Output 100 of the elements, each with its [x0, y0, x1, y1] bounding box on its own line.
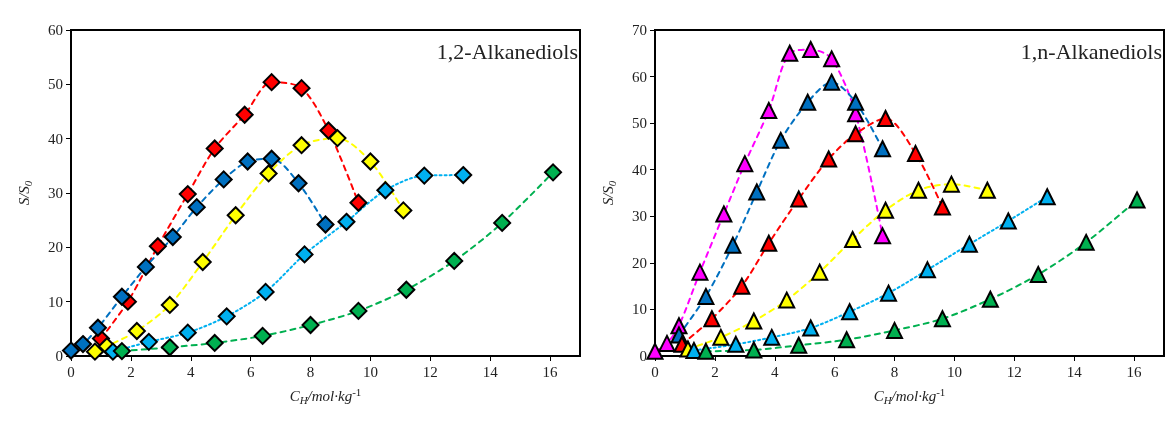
point: [319, 121, 338, 140]
x-tick-label: 12: [1006, 363, 1022, 380]
point: [1128, 191, 1146, 209]
point: [658, 334, 676, 352]
point: [193, 253, 212, 271]
point: [844, 231, 862, 249]
point: [163, 228, 182, 247]
point: [778, 291, 796, 309]
point: [847, 93, 865, 111]
point: [760, 234, 778, 252]
point: [646, 342, 664, 360]
point: [745, 312, 763, 330]
point: [880, 284, 898, 302]
point: [691, 263, 709, 281]
y-tick-label: 50: [632, 115, 647, 132]
point: [139, 332, 158, 351]
point: [703, 310, 721, 328]
point: [748, 183, 766, 201]
point: [238, 152, 257, 171]
point: [745, 341, 763, 359]
y-tick-label: 50: [48, 76, 63, 93]
point: [295, 245, 314, 264]
point: [259, 164, 278, 183]
point: [262, 149, 281, 168]
point: [763, 328, 781, 346]
point: [820, 150, 838, 168]
point: [217, 307, 236, 326]
point: [790, 336, 808, 354]
point: [361, 152, 380, 171]
point: [112, 287, 131, 306]
y-tick-label: 20: [48, 239, 63, 256]
point: [256, 282, 275, 301]
point: [733, 277, 751, 295]
y-tick-label: 60: [632, 68, 647, 85]
point: [1038, 188, 1056, 206]
x-tick-label: 16: [1126, 363, 1143, 380]
x-tick-label: 8: [890, 363, 899, 380]
point: [847, 125, 865, 143]
point: [978, 181, 996, 199]
point: [262, 73, 281, 92]
point: [727, 335, 745, 353]
point: [205, 333, 224, 352]
x-tick-label: 0: [67, 363, 75, 380]
y-tick-label: 60: [48, 22, 63, 38]
point: [226, 206, 245, 225]
point: [112, 342, 131, 361]
point: [397, 280, 416, 299]
point: [877, 201, 895, 219]
point: [88, 318, 107, 337]
point: [1029, 266, 1047, 283]
point: [874, 140, 892, 158]
point: [811, 263, 829, 281]
x-tick-label: 14: [482, 363, 499, 380]
x-tick-label: 12: [422, 363, 438, 380]
point: [445, 251, 464, 270]
point: [328, 129, 347, 148]
y-tick-label: 40: [632, 161, 647, 178]
point: [781, 44, 799, 62]
y-axis-title: S/S0: [599, 180, 618, 206]
point: [724, 236, 742, 254]
point: [316, 215, 335, 234]
point: [715, 205, 733, 223]
x-tick-label: 4: [187, 363, 196, 380]
point: [942, 175, 960, 193]
point: [874, 227, 892, 245]
point: [933, 310, 951, 328]
point: [292, 79, 311, 98]
point: [760, 102, 778, 120]
point: [933, 198, 951, 216]
point: [292, 136, 311, 155]
y-tick-label: 20: [632, 254, 647, 271]
y-tick-label: 0: [55, 348, 63, 364]
point: [960, 235, 978, 253]
point: [289, 174, 308, 193]
x-tick-label: 16: [542, 363, 559, 380]
point: [73, 335, 92, 354]
point: [214, 170, 233, 189]
point: [187, 198, 206, 217]
point: [999, 212, 1017, 230]
point: [85, 342, 104, 361]
point: [160, 295, 179, 314]
point: [697, 287, 715, 305]
x-tick-label: 6: [246, 363, 255, 380]
point: [62, 341, 80, 360]
point: [841, 303, 859, 321]
point: [544, 163, 563, 182]
point: [235, 105, 254, 124]
point: [205, 139, 224, 158]
point: [337, 212, 356, 231]
x-tick-label: 14: [1066, 363, 1083, 380]
annotation: 1,2-Alkanediols: [436, 38, 579, 64]
y-tick-label: 70: [632, 22, 647, 38]
annotation: 1,n-Alkanediols: [1020, 38, 1163, 64]
x-tick-label: 0: [651, 363, 659, 380]
x-tick-label: 4: [771, 363, 780, 380]
x-tick-label: 8: [306, 363, 315, 380]
point: [906, 144, 924, 162]
point: [877, 109, 895, 127]
point: [394, 201, 413, 220]
point: [301, 316, 320, 335]
